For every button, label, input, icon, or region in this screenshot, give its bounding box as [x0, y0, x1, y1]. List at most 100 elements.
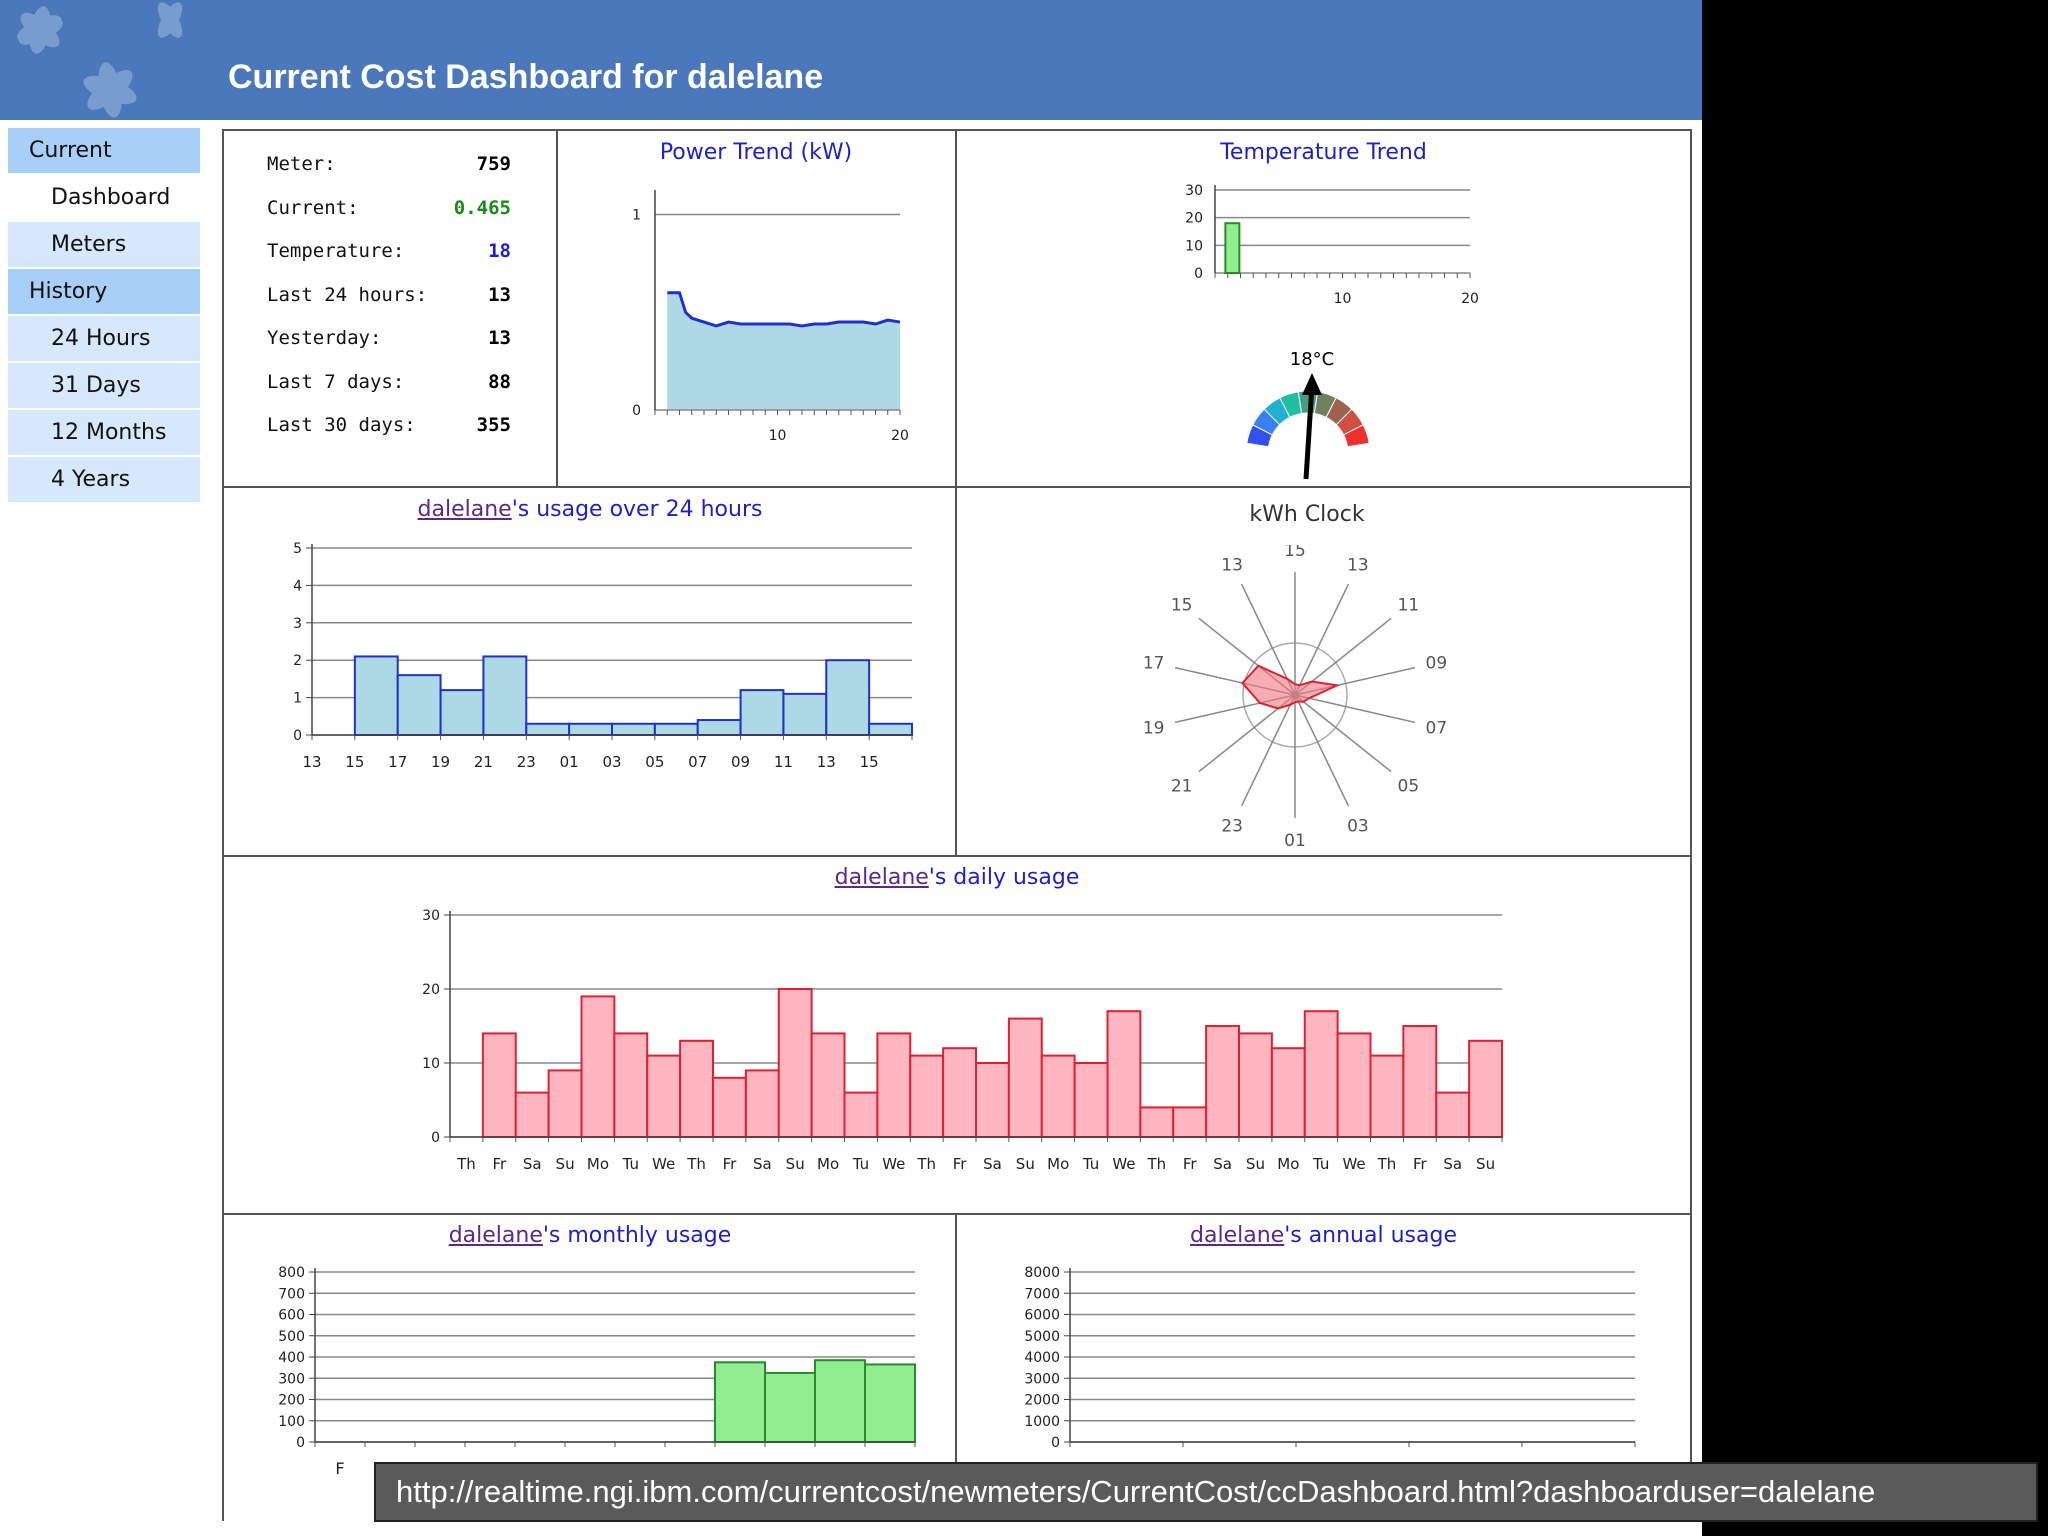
- sidebar-item-31-days[interactable]: 31 Days: [8, 363, 200, 408]
- radar-spoke: [1294, 694, 1350, 807]
- bar: [1040, 1054, 1076, 1139]
- x-tick-label: 03: [602, 753, 621, 771]
- dashboard-page: Current Cost Dashboard for dalelane Curr…: [0, 0, 1702, 1536]
- series-line: [667, 291, 901, 328]
- radar-label: 13: [1221, 555, 1243, 575]
- table-border: [955, 129, 957, 856]
- user-link[interactable]: dalelane: [417, 497, 512, 522]
- sidebar-item-4-years[interactable]: 4 Years: [8, 457, 200, 502]
- table-border: [222, 129, 1692, 131]
- x-tick-label: 01: [560, 753, 579, 771]
- annual-usage-chart: 0 1000 2000 3000 4000 5000 6000 7000 8000: [1024, 1265, 1636, 1451]
- bar: [942, 1047, 977, 1138]
- user-link[interactable]: dalelane: [1190, 1223, 1285, 1248]
- y-tick-label: 700: [278, 1286, 305, 1302]
- sidebar-item-24-hours[interactable]: 24 Hours: [8, 316, 200, 361]
- radar-label: 15: [1284, 545, 1306, 561]
- y-tick-label: 1: [293, 691, 302, 707]
- y-tick-label: 2: [293, 653, 302, 669]
- x-tick-label: Mo: [1277, 1155, 1299, 1173]
- y-tick-label: 800: [278, 1265, 305, 1281]
- y-tick-label: 300: [278, 1371, 305, 1387]
- y-tick-label: 0: [296, 1435, 305, 1451]
- flower-logo: [17, 2, 183, 118]
- bar: [1106, 1010, 1142, 1138]
- bar: [764, 1371, 816, 1443]
- x-tick-label: Th: [1146, 1155, 1166, 1173]
- x-tick-label: Fr: [1183, 1155, 1198, 1173]
- y-tick-label: 20: [1185, 211, 1203, 227]
- x-tick-label: 19: [431, 753, 450, 771]
- bar: [1270, 1047, 1306, 1138]
- bar: [439, 689, 485, 736]
- temperature-gauge: 18°C: [1246, 349, 1370, 480]
- usage-24h-title: dalelane's usage over 24 hours: [417, 497, 763, 522]
- y-tick-label: 4000: [1024, 1350, 1060, 1366]
- x-tick-label: Th: [1377, 1155, 1397, 1173]
- x-tick-label: 13: [817, 753, 836, 771]
- x-tick-label: Th: [686, 1155, 706, 1173]
- x-tick-label: 20: [1461, 291, 1479, 307]
- sidebar-item-history[interactable]: History: [8, 269, 200, 314]
- x-tick-label: Sa: [983, 1155, 1002, 1173]
- radar-label: 15: [1171, 596, 1193, 616]
- user-link[interactable]: dalelane: [448, 1223, 543, 1248]
- x-tick-label: 15: [860, 753, 879, 771]
- radar-label: 13: [1347, 555, 1369, 575]
- sidebar-item-meters[interactable]: Meters: [8, 222, 200, 267]
- radar-spoke: [1294, 694, 1392, 773]
- radar-spoke: [1294, 694, 1416, 724]
- y-tick-label: 7000: [1024, 1286, 1060, 1302]
- x-tick-label: 05: [645, 753, 664, 771]
- temperature-trend-title: Temperature Trend: [1220, 140, 1427, 165]
- bar: [568, 722, 613, 736]
- bar: [864, 1363, 916, 1443]
- radar-label: 01: [1284, 831, 1306, 851]
- x-tick-label: 15: [345, 753, 364, 771]
- x-tick-label: Tu: [1312, 1155, 1329, 1173]
- y-tick-label: 0: [1051, 1435, 1060, 1451]
- x-tick-label: 07: [688, 753, 707, 771]
- x-tick-label: Fr: [492, 1155, 507, 1173]
- x-tick-label: Tu: [622, 1155, 639, 1173]
- bar: [814, 1359, 866, 1443]
- radar-spoke: [1294, 583, 1350, 696]
- bar: [1303, 1010, 1339, 1138]
- x-tick-label: Sa: [753, 1155, 772, 1173]
- y-tick-label: 0: [431, 1130, 440, 1146]
- bar: [782, 692, 828, 736]
- radar-label: 03: [1347, 817, 1369, 837]
- bar: [1435, 1091, 1471, 1139]
- sidebar-item-current[interactable]: Current: [8, 128, 200, 173]
- bar: [1402, 1025, 1438, 1138]
- x-tick-label: 17: [388, 753, 407, 771]
- x-tick-label: 10: [1334, 291, 1352, 307]
- kwh-clock-chart: 15 13 11 09 07 05 03 01 23 21 19 17 15 13: [1143, 545, 1447, 851]
- stat-value: 18: [488, 240, 511, 262]
- user-link[interactable]: dalelane: [834, 865, 929, 890]
- kwh-clock-title: kWh Clock: [1249, 502, 1365, 527]
- y-tick-label: 2000: [1024, 1393, 1060, 1409]
- x-tick-label: 23: [517, 753, 536, 771]
- gauge-needle: [1303, 384, 1315, 480]
- x-tick-label: Th: [456, 1155, 476, 1173]
- y-tick-label: 0: [293, 728, 302, 744]
- stat-value: 88: [488, 371, 511, 393]
- y-tick-label: 3000: [1024, 1371, 1060, 1387]
- y-tick-label: 10: [422, 1056, 440, 1072]
- sidebar-item-12-months[interactable]: 12 Months: [8, 410, 200, 455]
- page-title: Current Cost Dashboard for dalelane: [228, 58, 824, 96]
- bar: [975, 1062, 1010, 1138]
- y-tick-label: 5: [293, 541, 302, 557]
- temperature-trend-chart: 0 10 20 30 10 20: [1185, 183, 1479, 307]
- sidebar-item-dashboard[interactable]: Dashboard: [8, 175, 200, 220]
- gauge-label: 18°C: [1290, 349, 1334, 370]
- y-tick-label: 4: [293, 578, 302, 594]
- power-trend-title: Power Trend (kW): [659, 140, 853, 165]
- bar: [353, 655, 399, 736]
- x-tick-label: Tu: [1082, 1155, 1099, 1173]
- radar-series: [1241, 664, 1341, 710]
- radar-label: 11: [1398, 596, 1420, 616]
- radar-label: 19: [1143, 718, 1165, 738]
- bar: [396, 674, 442, 737]
